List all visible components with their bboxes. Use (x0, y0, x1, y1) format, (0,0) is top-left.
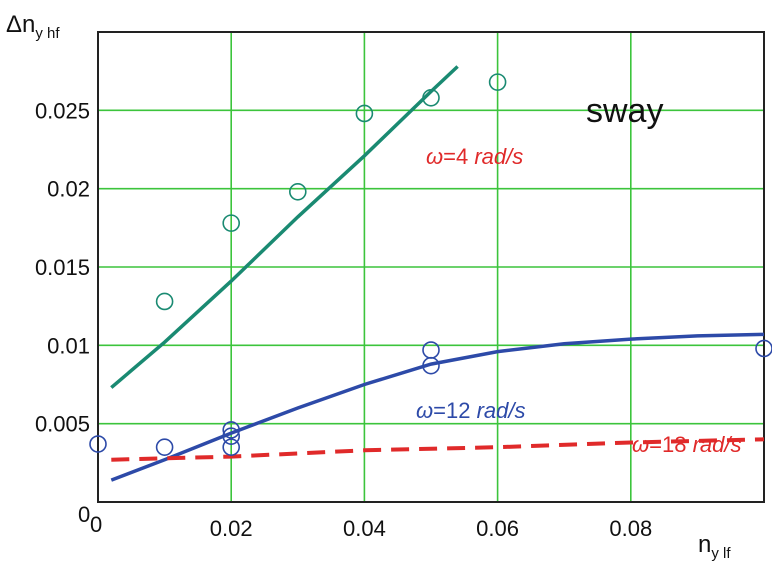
fit-lines (110, 65, 765, 482)
grid (98, 32, 764, 502)
y-axis-label: Δny hf (6, 11, 60, 42)
data-point (222, 214, 240, 232)
annotation-omega-symbol: ω (416, 398, 433, 423)
x-tick-label: 0.08 (609, 516, 652, 541)
annotation-unit: rad/s (477, 398, 526, 423)
data-point (222, 421, 240, 439)
data-points (89, 73, 772, 456)
x-origin-label: 0 (90, 512, 102, 537)
x-axis-label-main: n (698, 531, 711, 558)
y-tick-label: 0.015 (35, 255, 90, 280)
data-point (488, 73, 507, 91)
annotation-value: =4 (443, 144, 474, 169)
series-line (111, 437, 765, 462)
y-axis-label-main: Δn (6, 11, 35, 38)
annotation-omega-symbol: ω (426, 144, 443, 169)
annotation-value: =12 (433, 398, 476, 423)
annotation-value: =18 (649, 432, 692, 457)
series-line (110, 65, 459, 389)
y-tick-label: 0.025 (35, 98, 90, 123)
annotation-omega-4: ω=4 rad/s (426, 144, 523, 169)
y-tick-label: 0.01 (47, 333, 90, 358)
annotation-omega-12: ω=12 rad/s (416, 398, 526, 423)
x-axis-label: ny lf (698, 531, 731, 562)
data-point (355, 104, 374, 123)
y-axis-label-sub: y hf (35, 25, 60, 42)
x-tick-label: 0.02 (210, 516, 253, 541)
y-tick-label: 0.02 (47, 177, 90, 202)
y-origin-label: 0 (78, 502, 90, 527)
data-point (155, 292, 174, 311)
x-axis-label-sub: y lf (711, 545, 731, 562)
data-point (89, 435, 107, 453)
data-point (222, 427, 240, 446)
annotation-unit: rad/s (693, 432, 742, 457)
x-tick-label: 0.06 (476, 516, 519, 541)
annotation-omega-symbol: ω (632, 432, 649, 457)
annotation-omega-18: ω=18 rad/s (632, 432, 742, 457)
data-point (755, 339, 772, 358)
data-point (422, 89, 440, 107)
data-point (155, 438, 174, 456)
y-tick-label: 0.005 (35, 412, 90, 437)
x-tick-labels: 0.02 0.04 0.06 0.08 (210, 516, 652, 541)
y-tick-labels: 0.005 0.01 0.015 0.02 0.025 (35, 98, 90, 436)
plot-frame (97, 31, 765, 503)
data-point (288, 183, 307, 201)
annotation-unit: rad/s (474, 144, 523, 169)
data-point (222, 438, 240, 456)
data-point (422, 341, 440, 359)
series-line (110, 332, 765, 482)
x-tick-label: 0.04 (343, 516, 386, 541)
panel-label: sway (586, 92, 663, 130)
